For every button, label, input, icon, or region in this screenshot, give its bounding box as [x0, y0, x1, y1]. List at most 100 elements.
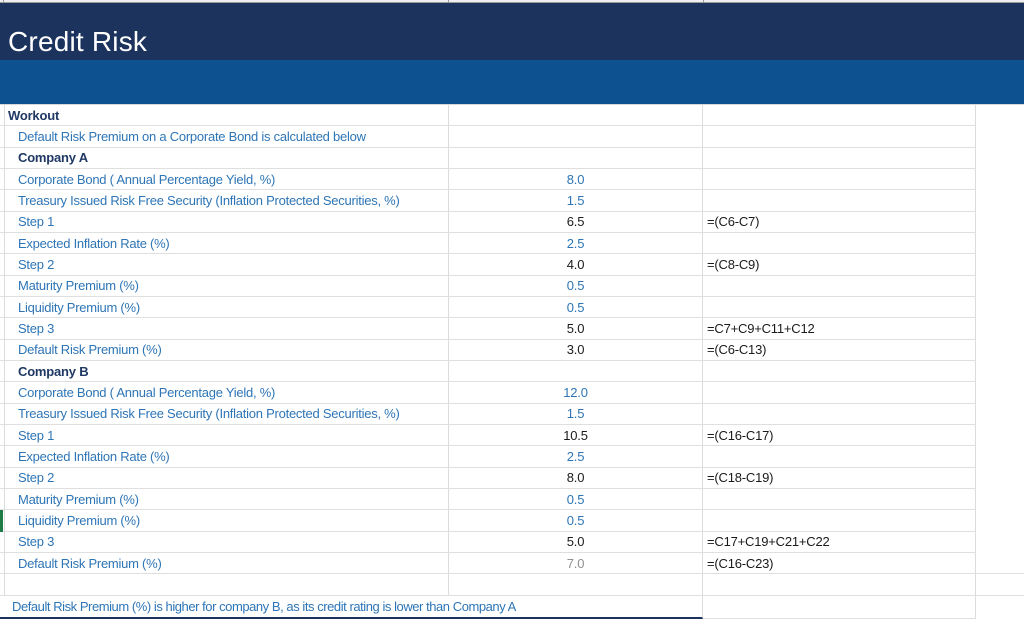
cell-colA[interactable]: [0, 339, 5, 361]
cell-colA[interactable]: [0, 531, 5, 553]
cell-formula[interactable]: =(C6-C7): [703, 211, 976, 233]
cell-colA[interactable]: [0, 382, 5, 404]
cell-label[interactable]: Step 1: [5, 424, 449, 447]
cell-value[interactable]: 6.5: [449, 211, 703, 233]
cell-heading[interactable]: Company B: [5, 360, 449, 383]
cell-label[interactable]: Step 2: [5, 254, 449, 276]
cell-value[interactable]: 5.0: [449, 318, 703, 340]
cell-colA[interactable]: [0, 168, 5, 191]
cell-formula[interactable]: =(C6-C13): [703, 339, 976, 361]
cell-label[interactable]: Default Risk Premium (%): [5, 339, 449, 361]
cell-colA[interactable]: [0, 126, 5, 148]
cell-colA[interactable]: [0, 467, 5, 489]
cell-colA[interactable]: [0, 318, 5, 340]
cell-colA[interactable]: [0, 360, 5, 383]
sub-band: [0, 60, 1024, 104]
cell-colA[interactable]: [0, 296, 5, 319]
cell-value[interactable]: 7.0: [449, 552, 703, 575]
cell-colA[interactable]: [0, 147, 5, 169]
cell-colA[interactable]: [0, 232, 5, 255]
cell-colA[interactable]: [0, 190, 5, 212]
cell-formula[interactable]: [703, 403, 976, 425]
cell-label[interactable]: Treasury Issued Risk Free Security (Infl…: [5, 190, 449, 212]
cell-label[interactable]: Step 3: [5, 531, 449, 553]
cell-label[interactable]: Step 3: [5, 318, 449, 340]
cell-value[interactable]: [449, 147, 703, 169]
cell-formula[interactable]: [703, 595, 976, 619]
cell-formula[interactable]: [703, 147, 976, 169]
cell-colA[interactable]: [0, 510, 5, 532]
cell-label[interactable]: Expected Inflation Rate (%): [5, 232, 449, 255]
cell-colA[interactable]: [0, 574, 5, 596]
cell-value[interactable]: 0.5: [449, 296, 703, 319]
cell-label[interactable]: Treasury Issued Risk Free Security (Infl…: [5, 403, 449, 425]
cell-colA[interactable]: [0, 424, 5, 447]
cell-formula[interactable]: =(C16-C23): [703, 552, 976, 575]
cell-formula[interactable]: =(C8-C9): [703, 254, 976, 276]
cell-value[interactable]: [449, 360, 703, 383]
cell-colA[interactable]: [0, 254, 5, 276]
cell-value[interactable]: 5.0: [449, 531, 703, 553]
cell-value[interactable]: 12.0: [449, 382, 703, 404]
cell-label[interactable]: Maturity Premium (%): [5, 275, 449, 297]
cell-label[interactable]: Maturity Premium (%): [5, 488, 449, 511]
sheet-row: Step 2 4.0 =(C8-C9): [0, 254, 1024, 276]
sheet-row: Liquidity Premium (%) 0.5: [0, 510, 1024, 532]
cell-value[interactable]: 3.0: [449, 339, 703, 361]
row-label-text: Step 1: [18, 427, 55, 443]
cell-formula[interactable]: [703, 488, 976, 511]
cell-formula[interactable]: [703, 275, 976, 297]
cell-label[interactable]: Step 1: [5, 211, 449, 233]
cell-value[interactable]: 4.0: [449, 254, 703, 276]
cell-heading[interactable]: Workout: [5, 105, 449, 127]
cell-value[interactable]: 8.0: [449, 168, 703, 191]
cell-value[interactable]: [449, 574, 703, 596]
cell-value[interactable]: 0.5: [449, 510, 703, 532]
cell-label[interactable]: Step 2: [5, 467, 449, 489]
cell-formula[interactable]: [703, 296, 976, 319]
cell-label[interactable]: Liquidity Premium (%): [5, 296, 449, 319]
cell-formula[interactable]: =C7+C9+C11+C12: [703, 318, 976, 340]
cell-value[interactable]: [449, 105, 703, 127]
cell-colA[interactable]: [0, 403, 5, 425]
cell-label[interactable]: Liquidity Premium (%): [5, 510, 449, 532]
sheet-row: Default Risk Premium (%) 3.0 =(C6-C13): [0, 339, 1024, 361]
cell-formula[interactable]: =(C18-C19): [703, 467, 976, 489]
cell-value[interactable]: 10.5: [449, 424, 703, 447]
cell-label[interactable]: Default Risk Premium on a Corporate Bond…: [5, 126, 449, 148]
cell-colA[interactable]: [0, 552, 5, 575]
cell-colA[interactable]: [0, 275, 5, 297]
cell-formula[interactable]: [703, 168, 976, 191]
cell-formula[interactable]: [703, 574, 976, 596]
sheet-row: Step 3 5.0 =C7+C9+C11+C12: [0, 318, 1024, 340]
cell-formula[interactable]: [703, 360, 976, 383]
cell-formula[interactable]: [703, 105, 976, 127]
cell-label[interactable]: Corporate Bond ( Annual Percentage Yield…: [5, 382, 449, 404]
cell-formula[interactable]: [703, 446, 976, 468]
cell-label[interactable]: Corporate Bond ( Annual Percentage Yield…: [5, 168, 449, 191]
cell-value[interactable]: 0.5: [449, 488, 703, 511]
cell-value[interactable]: 2.5: [449, 232, 703, 255]
cell-value[interactable]: 8.0: [449, 467, 703, 489]
cell-value[interactable]: 2.5: [449, 446, 703, 468]
cell-label[interactable]: [5, 574, 449, 596]
cell-value[interactable]: 1.5: [449, 190, 703, 212]
cell-colA[interactable]: [0, 488, 5, 511]
cell-label[interactable]: Expected Inflation Rate (%): [5, 446, 449, 468]
cell-label[interactable]: Default Risk Premium (%): [5, 552, 449, 575]
cell-value[interactable]: 0.5: [449, 275, 703, 297]
cell-value[interactable]: [449, 126, 703, 148]
cell-colA[interactable]: [0, 105, 5, 127]
cell-heading[interactable]: Company A: [5, 147, 449, 169]
cell-formula[interactable]: [703, 232, 976, 255]
cell-formula[interactable]: =(C16-C17): [703, 424, 976, 447]
note-cell[interactable]: Default Risk Premium (%) is higher for c…: [0, 595, 703, 619]
cell-formula[interactable]: =C17+C19+C21+C22: [703, 531, 976, 553]
cell-formula[interactable]: [703, 190, 976, 212]
cell-colA[interactable]: [0, 211, 5, 233]
cell-formula[interactable]: [703, 126, 976, 148]
cell-formula[interactable]: [703, 510, 976, 532]
cell-formula[interactable]: [703, 382, 976, 404]
cell-colA[interactable]: [0, 446, 5, 468]
cell-value[interactable]: 1.5: [449, 403, 703, 425]
